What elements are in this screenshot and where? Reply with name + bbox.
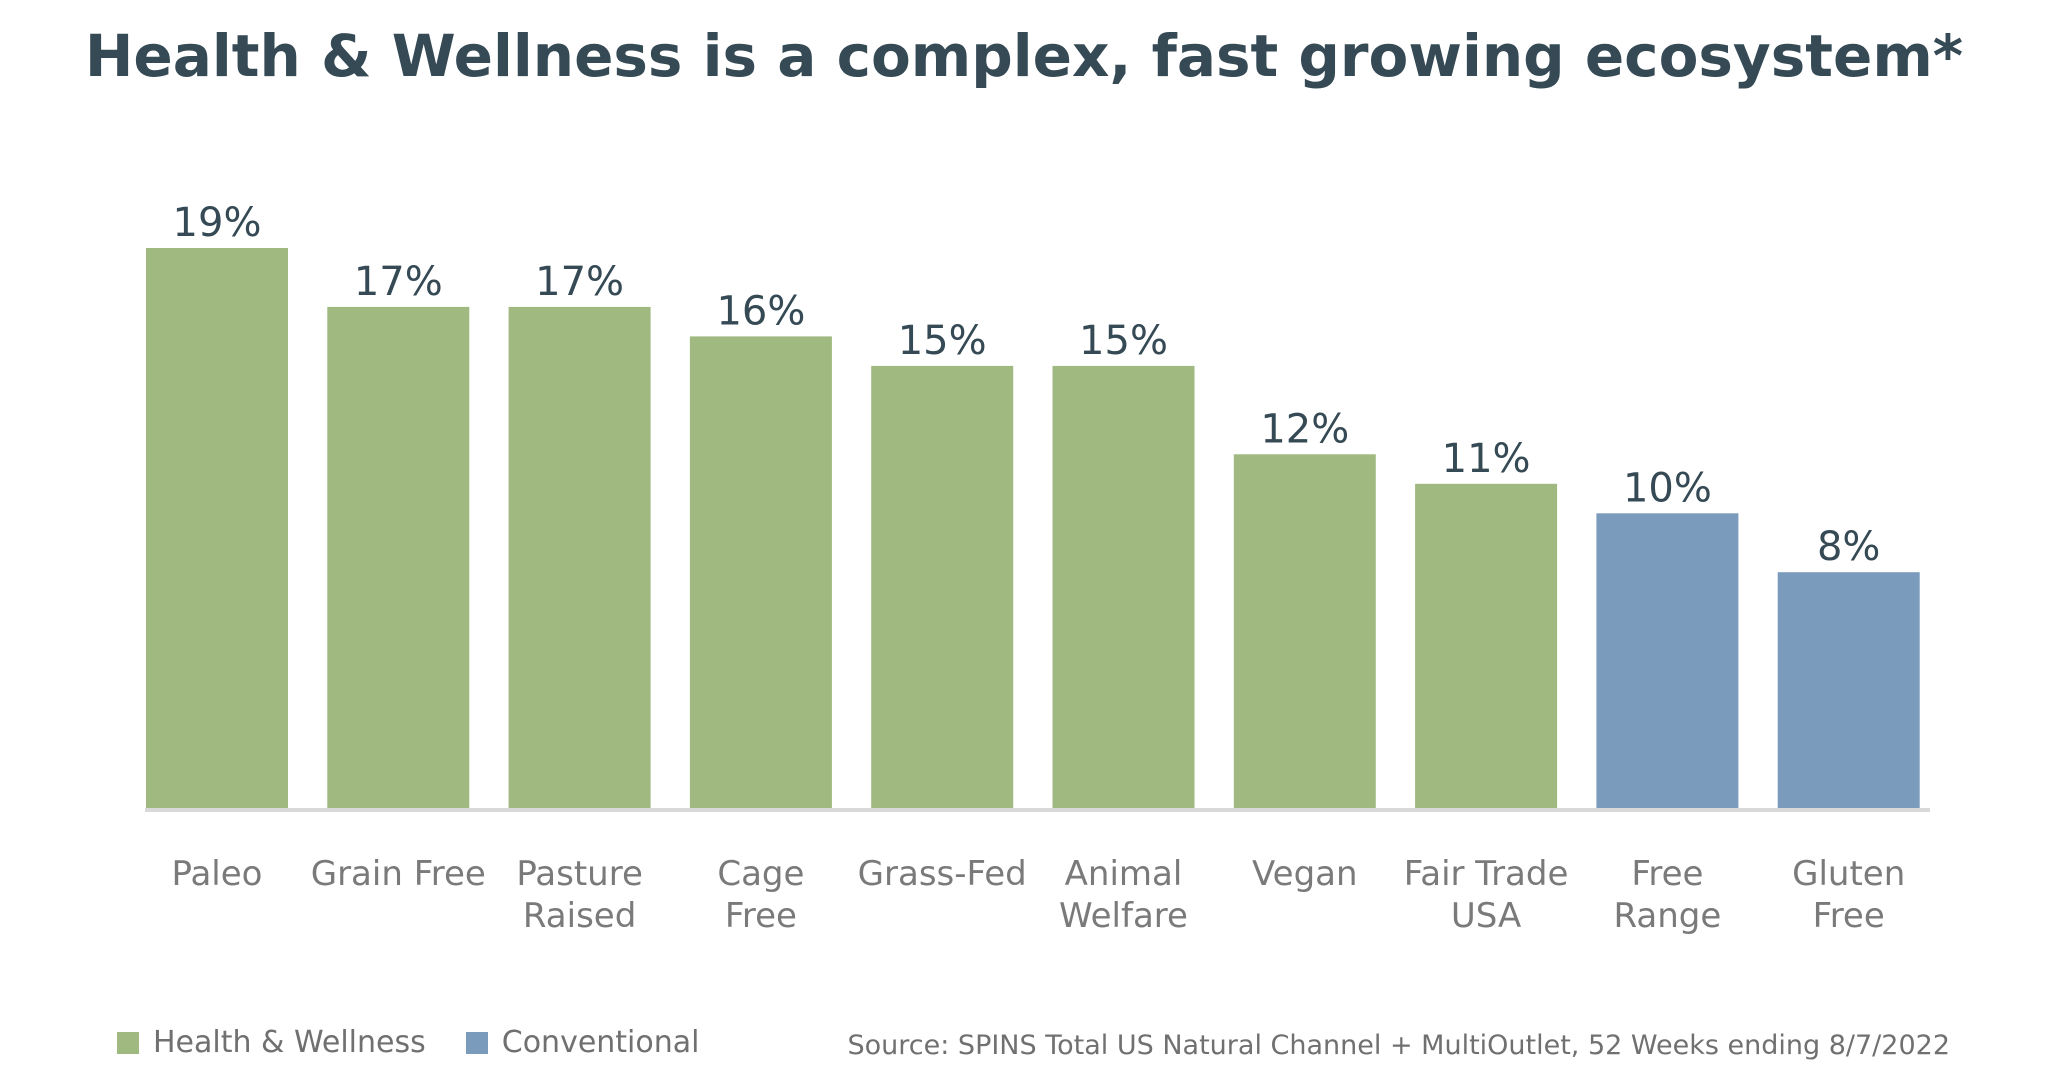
category-label-cage-free-line-2: Free xyxy=(725,896,797,936)
bar-animal-welfare xyxy=(1052,365,1195,808)
bar-free-range xyxy=(1596,513,1739,808)
legend-label-health-wellness: Health & Wellness xyxy=(153,1025,426,1060)
category-label-animal-welfare-line-1: Animal xyxy=(1065,854,1183,894)
value-label-vegan: 12% xyxy=(1260,406,1349,452)
value-label-animal-welfare: 15% xyxy=(1079,318,1168,364)
legend-swatch-health-wellness xyxy=(117,1031,139,1054)
category-label-free-range-line-2: Range xyxy=(1614,896,1722,936)
bar-grain-free xyxy=(327,306,470,808)
category-label-fair-trade-usa-line-1: Fair Trade xyxy=(1404,854,1569,894)
category-label-fair-trade-usa-line-2: USA xyxy=(1451,896,1521,936)
value-label-paleo: 19% xyxy=(173,200,262,246)
value-labels-group: 19% 17% 17% 16% 15% 15% 12% 11% 10% 8% xyxy=(173,200,1881,570)
category-label-gluten-free-line-2: Free xyxy=(1813,896,1885,936)
value-label-cage-free: 16% xyxy=(716,288,805,334)
bar-cage-free xyxy=(689,336,832,808)
bar-fair-trade-usa xyxy=(1415,483,1558,808)
value-label-fair-trade-usa: 11% xyxy=(1442,436,1531,482)
bar-gluten-free xyxy=(1777,572,1920,808)
bar-grass-fed xyxy=(871,365,1014,808)
category-label-vegan: Vegan xyxy=(1252,854,1358,894)
value-label-grass-fed: 15% xyxy=(898,318,987,364)
bar-chart: 19% 17% 17% 16% 15% 15% 12% 11% 10% 8% Paleo Grain… xyxy=(145,200,1930,936)
value-label-gluten-free: 8% xyxy=(1817,524,1880,570)
value-label-free-range: 10% xyxy=(1623,465,1712,511)
source-note: Source: SPINS Total US Natural Channel +… xyxy=(847,1030,1950,1061)
category-label-grass-fed: Grass-Fed xyxy=(858,854,1027,894)
chart-title: Health & Wellness is a complex, fast gro… xyxy=(84,22,1964,90)
value-label-pasture-raised: 17% xyxy=(535,259,624,305)
category-label-pasture-raised-line-2: Raised xyxy=(523,896,636,936)
category-label-grain-free: Grain Free xyxy=(311,854,486,894)
category-label-animal-welfare-line-2: Welfare xyxy=(1059,896,1188,936)
legend: Health & Wellness Conventional xyxy=(117,1025,699,1060)
category-label-free-range-line-1: Free xyxy=(1631,854,1703,894)
category-label-gluten-free-line-1: Gluten xyxy=(1792,854,1905,894)
bar-pasture-raised xyxy=(508,306,651,808)
bars-group xyxy=(146,248,1920,808)
legend-item-conventional: Conventional xyxy=(465,1025,700,1060)
bar-vegan xyxy=(1233,454,1376,808)
value-label-grain-free: 17% xyxy=(354,259,443,305)
category-label-paleo: Paleo xyxy=(172,854,263,894)
bar-paleo xyxy=(146,248,288,808)
category-labels-group: Paleo Grain Free PastureRaisedCageFreeGras… xyxy=(172,854,1906,936)
legend-label-conventional: Conventional xyxy=(501,1025,700,1060)
legend-swatch-conventional xyxy=(465,1031,488,1054)
category-label-pasture-raised-line-1: Pasture xyxy=(516,854,643,894)
legend-item-health-wellness: Health & Wellness xyxy=(117,1025,426,1060)
category-label-cage-free-line-1: Cage xyxy=(717,854,804,894)
